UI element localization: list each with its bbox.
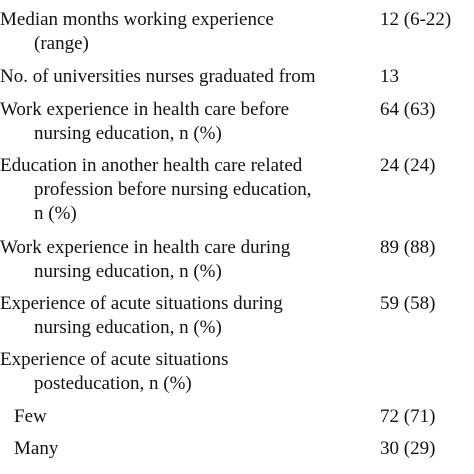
row-label: Work experience in health care during nu… bbox=[0, 236, 370, 284]
row-label-line: Work experience in health care before bbox=[0, 99, 290, 120]
row-label: Few bbox=[14, 405, 384, 429]
row-label-line: Many bbox=[14, 438, 59, 459]
row-value: 12 (6-22) bbox=[380, 9, 452, 30]
row-value: 64 (63) bbox=[380, 99, 436, 120]
row-label: Median months working experience (range) bbox=[0, 8, 370, 56]
row-label-line: Experience of acute situations bbox=[0, 349, 229, 370]
row-value: 89 (88) bbox=[380, 237, 436, 258]
row-label: Education in another health care related… bbox=[0, 154, 370, 226]
row-label-line: (range) bbox=[34, 33, 89, 54]
row-label-line: No. of universities nurses graduated fro… bbox=[0, 66, 316, 87]
row-label: Work experience in health care before nu… bbox=[0, 98, 370, 146]
row-label-line: nursing education, n (%) bbox=[34, 317, 222, 338]
row-label: Experience of acute situations during nu… bbox=[0, 292, 370, 340]
row-value: 59 (58) bbox=[380, 293, 436, 314]
row-value: 13 bbox=[380, 66, 399, 87]
row-label-line: profession before nursing education, bbox=[34, 179, 312, 200]
row-label-line: Education in another health care related bbox=[0, 155, 303, 176]
row-label: Experience of acute situations posteduca… bbox=[0, 348, 370, 396]
row-label-line: Experience of acute situations during bbox=[0, 293, 283, 314]
row-value: 72 (71) bbox=[380, 406, 436, 427]
row-label-line: nursing education, n (%) bbox=[34, 261, 222, 282]
row-label: No. of universities nurses graduated fro… bbox=[0, 65, 370, 89]
row-label-line: n (%) bbox=[34, 203, 77, 224]
row-label: Many bbox=[14, 437, 384, 461]
row-value: 30 (29) bbox=[380, 438, 436, 459]
row-label-line: Work experience in health care during bbox=[0, 237, 291, 258]
row-value: 24 (24) bbox=[380, 155, 436, 176]
row-label-line: Median months working experience bbox=[0, 9, 274, 30]
row-label-line: nursing education, n (%) bbox=[34, 123, 222, 144]
row-label-line: posteducation, n (%) bbox=[34, 373, 192, 394]
row-label-line: Few bbox=[14, 406, 47, 427]
